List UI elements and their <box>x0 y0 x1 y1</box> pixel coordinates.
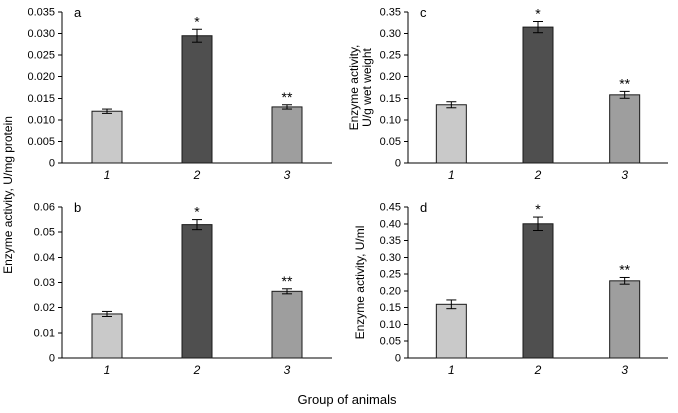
y-axis-title: U/g wet weight <box>360 47 374 126</box>
x-category-label: 3 <box>621 363 628 377</box>
panel-letter: a <box>74 5 82 20</box>
x-category-label: 2 <box>534 168 542 182</box>
significance-marker: * <box>194 13 200 29</box>
significance-marker: ** <box>282 273 293 289</box>
shared-y-axis-title: Enzyme activity, U/mg protein <box>1 116 15 274</box>
y-tick-label: 0.04 <box>34 252 55 264</box>
panel-b: 0 0.01 0.02 0.03 0.04 0.05 0.06 1 * 2 ** 3 b <box>16 195 340 390</box>
x-category-label: 3 <box>621 168 628 182</box>
panel-c: 0 0.05 0.10 0.15 0.20 0.25 0.30 0.35 1 * 2 ** 3 c Enzy… <box>340 0 678 195</box>
panel-letter: b <box>74 200 81 215</box>
bar-group-2 <box>522 26 554 164</box>
y-tick-label: 0.40 <box>380 218 401 230</box>
x-category-label: 2 <box>534 363 542 377</box>
y-tick-label: 0.35 <box>380 235 401 247</box>
x-category-label: 2 <box>193 363 201 377</box>
y-tick-label: 0.01 <box>34 327 55 339</box>
significance-marker: * <box>194 204 200 220</box>
y-tick-label: 0.15 <box>380 93 401 105</box>
x-category-label: 3 <box>284 363 291 377</box>
bar-group-3 <box>271 106 303 164</box>
bar-group-3 <box>609 280 641 359</box>
bar-group-3 <box>609 94 641 164</box>
y-tick-label: 0.05 <box>380 336 401 348</box>
y-tick-label: 0.005 <box>27 136 55 148</box>
x-category-label: 1 <box>104 168 111 182</box>
x-category-label: 1 <box>104 363 111 377</box>
y-tick-label: 0.20 <box>380 71 401 83</box>
y-tick-label: 0.15 <box>380 302 401 314</box>
panels-grid: 0 0.005 0.010 0.015 0.020 0.025 0.030 0.035 1 * 2 *… <box>16 0 678 390</box>
x-axis-title: Group of animals <box>297 392 397 407</box>
bar-group-1 <box>91 110 123 164</box>
y-tick-label: 0.015 <box>27 93 55 105</box>
y-tick-label: 0.25 <box>380 50 401 62</box>
y-tick-label: 0.05 <box>34 227 55 239</box>
y-tick-label: 0.10 <box>380 319 401 331</box>
y-axis-title: Enzyme activity, <box>347 45 361 131</box>
y-tick-label: 0.10 <box>380 114 401 126</box>
y-tick-label: 0 <box>395 158 401 170</box>
y-tick-label: 0.30 <box>380 28 401 40</box>
y-tick-label: 0.35 <box>380 7 401 19</box>
panel-a: 0 0.005 0.010 0.015 0.020 0.025 0.030 0.035 1 * 2 *… <box>16 0 340 195</box>
y-tick-label: 0.06 <box>34 202 55 214</box>
y-tick-label: 0.02 <box>34 302 55 314</box>
significance-marker: * <box>535 201 541 217</box>
y-tick-label: 0.25 <box>380 269 401 281</box>
y-tick-label: 0 <box>49 353 55 365</box>
y-axis-title: Enzyme activity, U/ml <box>353 226 367 340</box>
y-tick-label: 0.45 <box>380 202 401 214</box>
y-tick-label: 0.020 <box>27 71 55 83</box>
bar-group-1 <box>91 313 123 359</box>
chart-d: 0 0.05 0.10 0.15 0.20 0.25 0.30 0.35 0.40 0.45 1 * 2… <box>353 200 668 377</box>
bar-group-3 <box>271 290 303 359</box>
bar-group-2 <box>181 224 213 359</box>
significance-marker: * <box>535 5 541 21</box>
y-tick-label: 0.05 <box>380 136 401 148</box>
y-tick-label: 0.20 <box>380 285 401 297</box>
y-tick-label: 0.03 <box>34 277 55 289</box>
y-tick-label: 0 <box>395 353 401 365</box>
y-tick-label: 0.010 <box>27 114 55 126</box>
chart-b: 0 0.01 0.02 0.03 0.04 0.05 0.06 1 * 2 ** 3 b <box>34 200 332 377</box>
significance-marker: ** <box>619 75 630 91</box>
x-category-label: 1 <box>448 363 455 377</box>
significance-marker: ** <box>619 261 630 277</box>
chart-a: 0 0.005 0.010 0.015 0.020 0.025 0.030 0.035 1 * 2 *… <box>27 5 332 182</box>
bar-group-2 <box>181 35 213 164</box>
panel-letter: c <box>420 5 427 20</box>
bar-group-1 <box>435 104 467 164</box>
y-tick-label: 0.30 <box>380 252 401 264</box>
significance-marker: ** <box>282 89 293 105</box>
chart-c: 0 0.05 0.10 0.15 0.20 0.25 0.30 0.35 1 * 2 ** 3 c Enzy… <box>347 5 668 182</box>
y-tick-label: 0.025 <box>27 50 55 62</box>
y-tick-label: 0.035 <box>27 7 55 19</box>
y-tick-label: 0 <box>49 158 55 170</box>
x-category-label: 1 <box>448 168 455 182</box>
bar-group-1 <box>435 303 467 359</box>
x-category-label: 3 <box>284 168 291 182</box>
y-tick-label: 0.030 <box>27 28 55 40</box>
panel-d: 0 0.05 0.10 0.15 0.20 0.25 0.30 0.35 0.40 0.45 1 * 2… <box>340 195 678 390</box>
panel-letter: d <box>420 200 427 215</box>
x-category-label: 2 <box>193 168 201 182</box>
bar-group-2 <box>522 223 554 359</box>
